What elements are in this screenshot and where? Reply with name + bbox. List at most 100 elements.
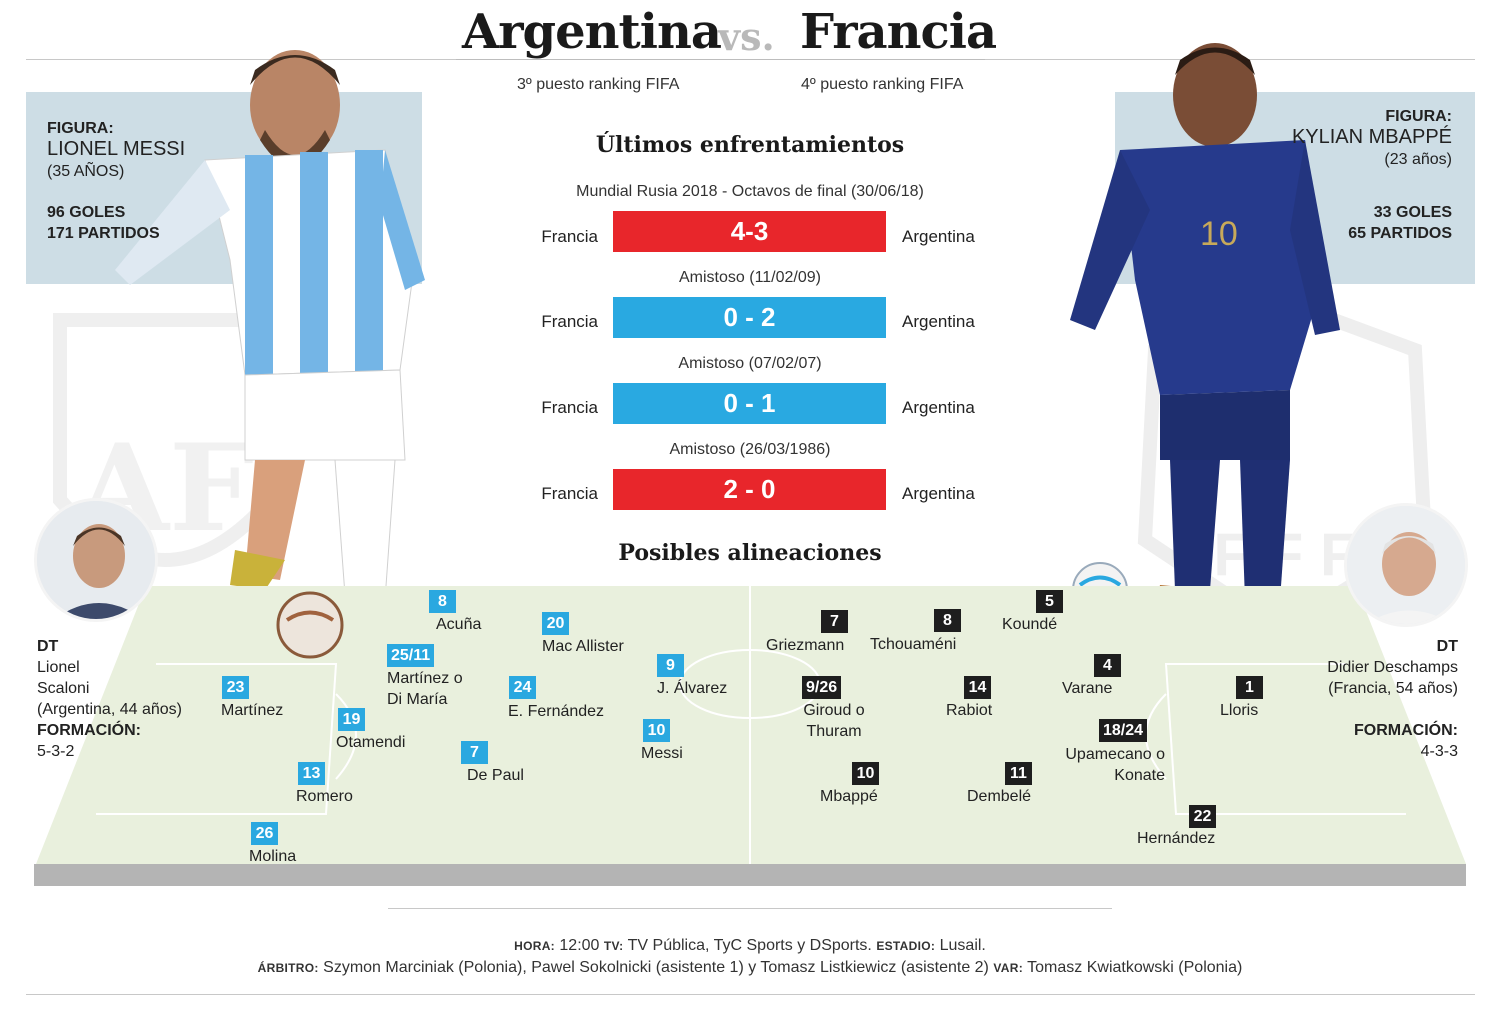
match-2-team-b: Argentina	[902, 312, 975, 331]
star-left-goals: 96 GOLES	[47, 204, 126, 221]
arg-player-num: 13	[298, 762, 325, 785]
top-rule-left	[26, 59, 456, 60]
star-right-name: KYLIAN MBAPPÉ	[1291, 126, 1452, 148]
match-1-team-b: Argentina	[902, 227, 975, 246]
arg-player-num: 26	[251, 822, 278, 845]
star-left-name: LIONEL MESSI	[47, 138, 186, 160]
arg-player-num: 23	[222, 676, 249, 699]
coach-scaloni-photo	[34, 498, 158, 622]
coach-deschamps-photo	[1344, 503, 1468, 627]
footer-arbitro: Szymon Marciniak (Polonia), Pawel Sokoln…	[323, 959, 989, 976]
match-1-team-a: Francia	[541, 227, 598, 246]
fra-player-name: Dembelé	[967, 788, 1032, 805]
star-left-age: (35 AÑOS)	[47, 163, 125, 180]
arg-player-num: 25/11	[387, 644, 435, 667]
arg-player-name: J. Álvarez	[657, 680, 728, 697]
footer-estadio: Lusail.	[939, 937, 986, 954]
fra-player-num: 9/26	[802, 676, 842, 699]
fra-player-name: Koundé	[1002, 616, 1058, 633]
arg-player-num: 10	[643, 719, 670, 742]
arg-player-num: 8	[429, 590, 456, 613]
match-3-team-b: Argentina	[902, 398, 975, 417]
footer-var-label: VAR:	[993, 961, 1023, 975]
fra-player-num: 1	[1236, 676, 1263, 699]
match-3-team-a: Francia	[541, 398, 598, 417]
footer-info: HORA: 12:00 TV: TV Pública, TyC Sports y…	[0, 935, 1500, 979]
arg-player-name: E. Fernández	[508, 703, 605, 720]
arg-player-name: Molina	[249, 848, 297, 865]
fra-player-name: Giroud o Thuram	[803, 702, 865, 740]
arg-player-name: Messi	[641, 745, 683, 762]
footer-rule-top	[388, 908, 1112, 909]
fra-player-num: 14	[964, 676, 991, 699]
coach-left-dt: DT	[37, 638, 59, 655]
match-2-label: Amistoso (11/02/09)	[679, 269, 821, 286]
arg-player-name: Martínez o Di María	[387, 670, 463, 708]
arg-player-name: Otamendi	[336, 734, 406, 751]
rank-right: 4º puesto ranking FIFA	[801, 76, 964, 93]
fra-player-name: Varane	[1062, 680, 1113, 697]
coach-right-text: DT Didier Deschamps (Francia, 54 años) F…	[1290, 636, 1458, 762]
coach-left-avatar-icon	[37, 501, 155, 619]
arg-player-num: 19	[338, 708, 365, 731]
footer-var: Tomasz Kwiatkowski (Polonia)	[1027, 959, 1243, 976]
footer-estadio-label: ESTADIO:	[876, 939, 936, 953]
coach-left-formation-label: FORMACIÓN:	[37, 722, 141, 739]
team-left-title: Argentina	[462, 4, 722, 60]
coach-left-text: DT Lionel Scaloni (Argentina, 44 años) F…	[37, 636, 182, 762]
footer-tv-label: TV:	[603, 939, 624, 953]
arg-player-name: Romero	[296, 788, 353, 805]
fra-player-name: Lloris	[1220, 702, 1259, 719]
star-left-stats: 96 GOLES 171 PARTIDOS	[47, 202, 160, 244]
star-left-label: FIGURA:	[47, 120, 114, 137]
history-title: Últimos enfrentamientos	[595, 132, 905, 158]
fra-player-num: 7	[821, 610, 848, 633]
match-4-team-b: Argentina	[902, 484, 975, 503]
match-1-score: 4-3	[613, 211, 886, 252]
fra-player-name: Rabiot	[946, 702, 993, 719]
star-right-age: (23 años)	[1384, 151, 1452, 168]
svg-text:10: 10	[1200, 215, 1238, 253]
fra-player-name: Upamecano o Konate	[1065, 746, 1165, 784]
coach-right-avatar-icon	[1347, 506, 1465, 624]
match-3-score: 0 - 1	[613, 383, 886, 424]
team-right-title: Francia	[800, 4, 997, 60]
star-right-matches: 65 PARTIDOS	[1348, 225, 1452, 242]
fra-player-name: Mbappé	[820, 788, 878, 805]
footer-hora: 12:00	[559, 937, 600, 954]
star-right-text: FIGURA: KYLIAN MBAPPÉ (23 años)	[1250, 106, 1452, 170]
footer-arbitro-label: ÁRBITRO:	[257, 961, 319, 975]
star-right-label: FIGURA:	[1385, 108, 1452, 125]
footer-rule-bottom	[26, 994, 1475, 995]
star-left-matches: 171 PARTIDOS	[47, 225, 160, 242]
fra-player-num: 4	[1094, 654, 1121, 677]
coach-right-formation: 4-3-3	[1420, 743, 1458, 760]
arg-player-num: 9	[657, 654, 684, 677]
lineup-title: Posibles alineaciones	[618, 540, 882, 566]
star-left-text: FIGURA: LIONEL MESSI (35 AÑOS)	[47, 118, 185, 182]
arg-player-num: 24	[509, 676, 536, 699]
fra-player-name: Griezmann	[766, 637, 845, 654]
match-1-label: Mundial Rusia 2018 - Octavos de final (3…	[576, 183, 924, 200]
match-4-team-a: Francia	[541, 484, 598, 503]
match-4-score: 2 - 0	[613, 469, 886, 510]
vs-label: vs.	[718, 14, 775, 59]
top-rule-center	[456, 59, 985, 60]
match-4-label: Amistoso (26/03/1986)	[669, 441, 831, 458]
star-right-stats: 33 GOLES 65 PARTIDOS	[1250, 202, 1452, 244]
fra-player-num: 22	[1189, 805, 1216, 828]
rank-left: 3º puesto ranking FIFA	[517, 76, 680, 93]
star-right-goals: 33 GOLES	[1373, 204, 1452, 221]
arg-player-name: Mac Allister	[542, 638, 624, 655]
coach-right-dt: DT	[1436, 638, 1458, 655]
fra-player-num: 8	[934, 609, 961, 632]
arg-player-name: Martínez	[221, 702, 284, 719]
coach-left-name: Lionel Scaloni (Argentina, 44 años)	[37, 659, 182, 718]
coach-left-formation: 5-3-2	[37, 743, 75, 760]
messi-photo	[115, 50, 425, 670]
fra-player-num: 10	[852, 762, 879, 785]
svg-text:F F F: F F F	[1213, 521, 1356, 588]
fra-player-num: 5	[1036, 590, 1063, 613]
football-ball-left	[276, 591, 344, 659]
arg-player-name: De Paul	[467, 767, 524, 784]
